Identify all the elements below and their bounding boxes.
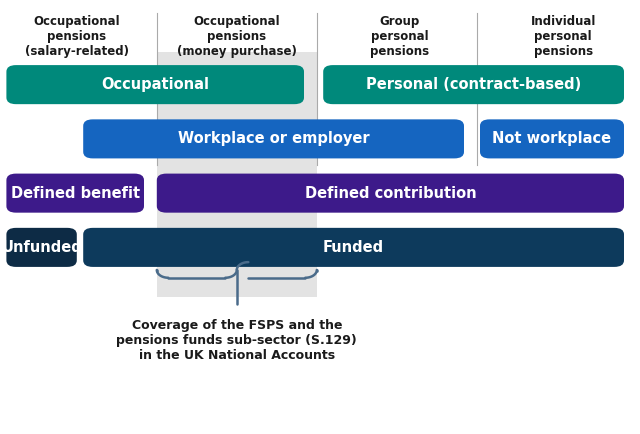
Text: Defined benefit: Defined benefit [11, 186, 140, 201]
FancyBboxPatch shape [6, 65, 304, 104]
Text: Coverage of the FSPS and the
pensions funds sub-sector (S.129)
in the UK Nationa: Coverage of the FSPS and the pensions fu… [116, 319, 357, 362]
FancyBboxPatch shape [6, 228, 77, 267]
Text: Not workplace: Not workplace [492, 132, 612, 146]
Text: Occupational: Occupational [101, 77, 209, 92]
Text: Group
personal
pensions: Group personal pensions [371, 15, 429, 58]
Text: Workplace or employer: Workplace or employer [178, 132, 369, 146]
FancyBboxPatch shape [480, 119, 624, 158]
FancyBboxPatch shape [83, 228, 624, 267]
FancyBboxPatch shape [323, 65, 624, 104]
Text: Personal (contract-based): Personal (contract-based) [366, 77, 581, 92]
Text: Unfunded: Unfunded [1, 240, 82, 255]
Text: Individual
personal
pensions: Individual personal pensions [531, 15, 596, 58]
FancyBboxPatch shape [6, 174, 144, 213]
FancyBboxPatch shape [157, 174, 624, 213]
Text: Funded: Funded [323, 240, 384, 255]
Text: Occupational
pensions
(salary-related): Occupational pensions (salary-related) [25, 15, 129, 58]
Text: Occupational
pensions
(money purchase): Occupational pensions (money purchase) [177, 15, 297, 58]
FancyBboxPatch shape [83, 119, 464, 158]
FancyBboxPatch shape [157, 52, 317, 297]
Text: Defined contribution: Defined contribution [305, 186, 476, 201]
